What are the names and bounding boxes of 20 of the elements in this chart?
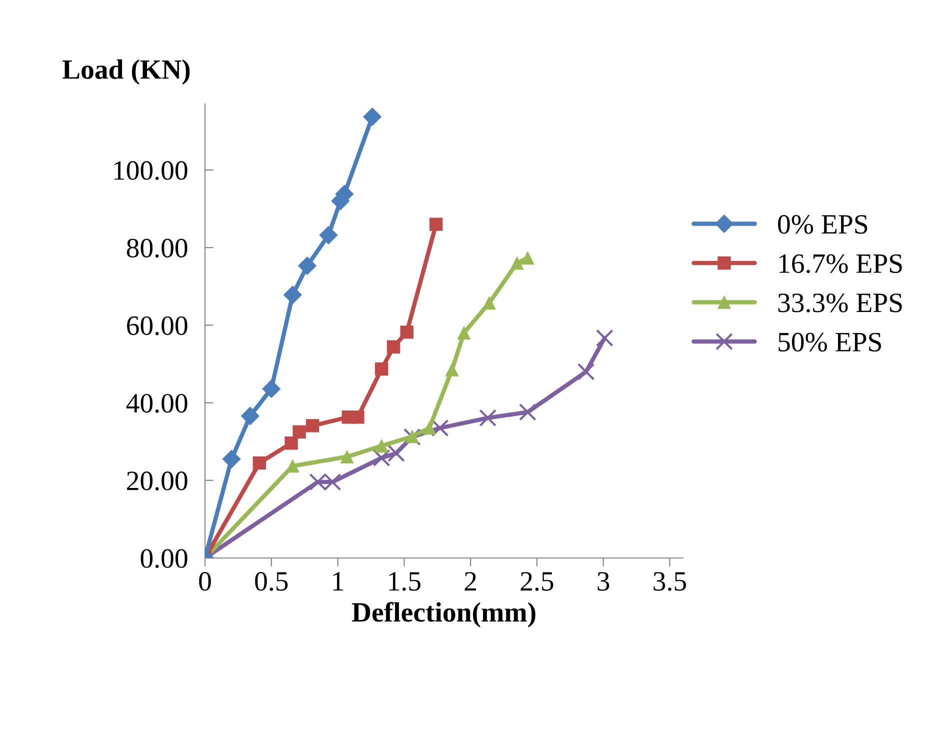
y-tick-label: 20.00	[127, 472, 188, 490]
x-tick-label: 1.5	[389, 572, 420, 591]
x-axis-title: Deflection(mm)	[352, 602, 536, 628]
x-tick-label: 0	[199, 572, 211, 591]
legend-label: 50% EPS	[778, 332, 881, 352]
y-tick-label: 40.00	[126, 394, 188, 413]
y-axis-title: Load (KN)	[62, 59, 190, 85]
legend-label: 33.3% EPS	[778, 294, 902, 312]
x-tick-label: 2.5	[520, 572, 554, 591]
x-tick-label: 3.5	[654, 572, 686, 591]
y-tick-label: 60.00	[127, 316, 188, 336]
y-tick-label: 80.00	[126, 238, 188, 258]
y-tick-label: 100.00	[114, 161, 188, 180]
x-tick-label: 3	[598, 572, 610, 591]
x-tick-label: 2	[464, 572, 476, 590]
legend-label: 0% EPS	[778, 215, 868, 234]
legend-label: 16.7% EPS	[779, 254, 902, 274]
x-tick-label: 1	[333, 572, 344, 590]
x-tick-label: 0.5	[255, 572, 288, 591]
y-tick-label: 0.00	[140, 549, 188, 568]
